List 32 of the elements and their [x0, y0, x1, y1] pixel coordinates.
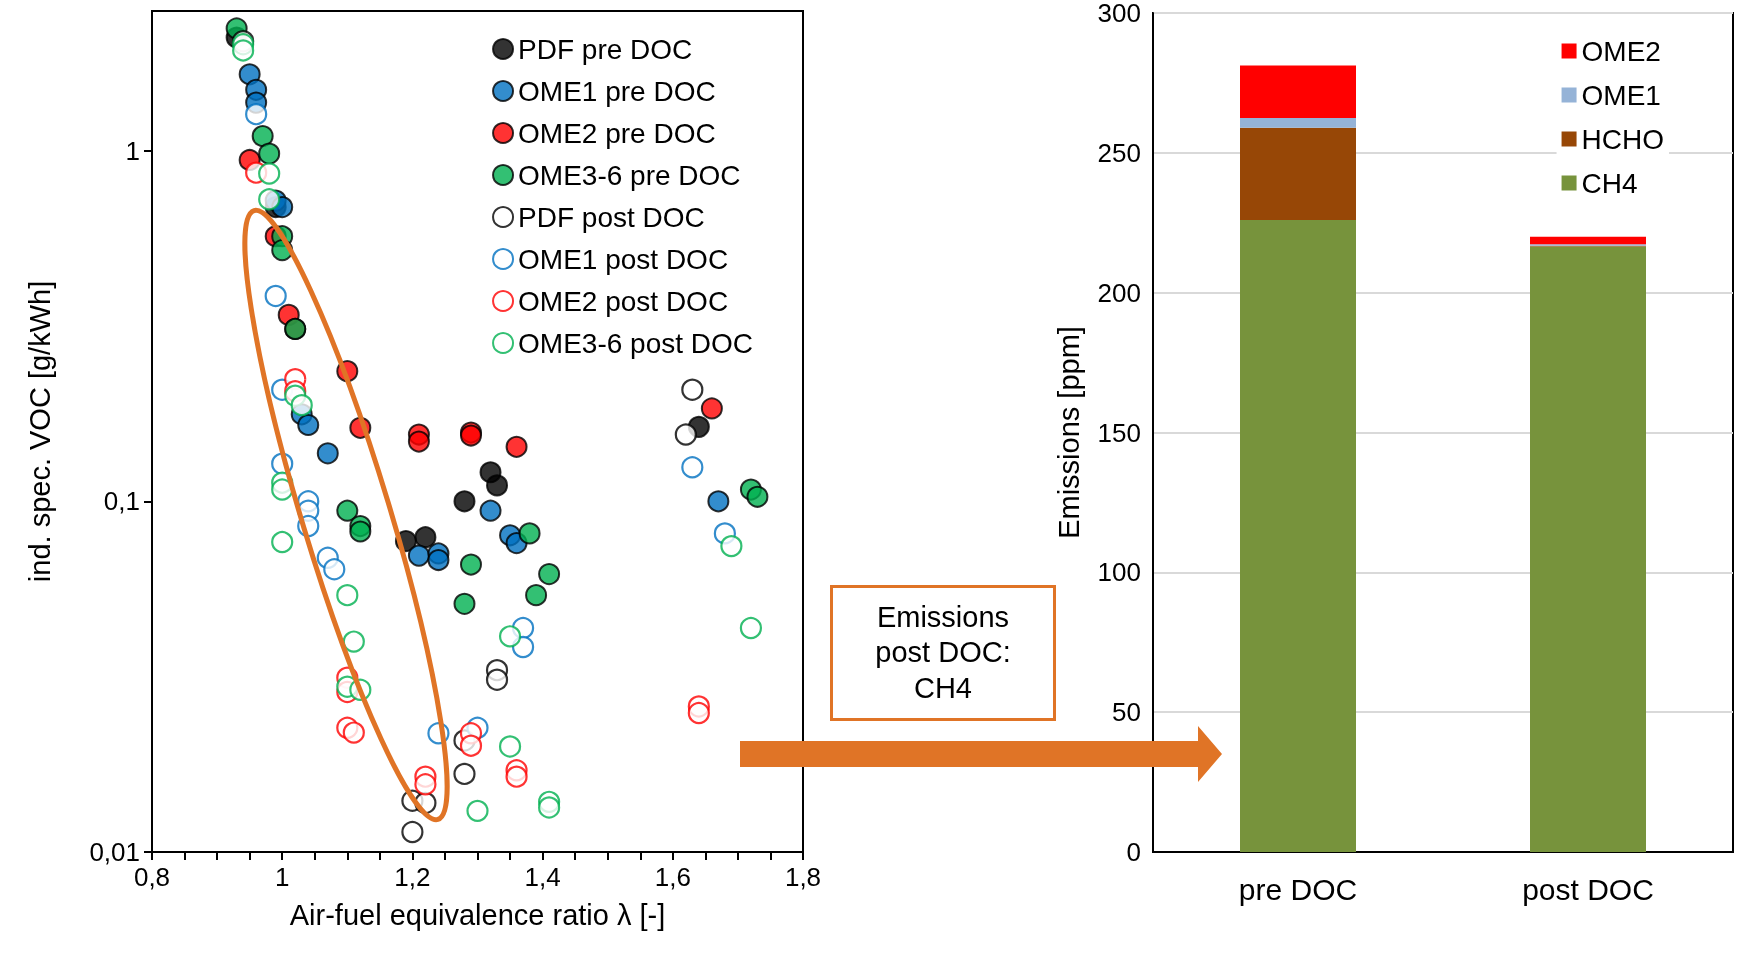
legend-label: OME3-6 pre DOC [518, 159, 741, 191]
x-tick-label: 1,8 [784, 862, 822, 892]
y-tick-label: 300 [1097, 0, 1141, 28]
x-tick-label: post DOC [1522, 872, 1654, 906]
x-tick-label: 1,2 [394, 862, 431, 892]
x-tick-label: 1,4 [524, 862, 561, 892]
y-tick-label: 50 [1112, 697, 1141, 728]
y-tick-label: 1 [125, 135, 140, 166]
y-tick-label: 0,1 [103, 486, 140, 517]
legend-label: HCHO [1581, 123, 1665, 155]
text: Emissions post DOC: CH4 [830, 585, 1056, 721]
y-tick-label: 100 [1097, 557, 1141, 588]
y-tick-label: 200 [1097, 277, 1141, 308]
x-tick-label: 1 [274, 862, 290, 892]
y-tick-label: 150 [1097, 417, 1141, 448]
legend-label: OME1 post DOC [518, 243, 729, 275]
legend-label: OME1 [1581, 79, 1661, 111]
x-tick-label: pre DOC [1238, 872, 1358, 906]
x-tick-label: 1,6 [654, 862, 691, 892]
y-axis-title: Emissions [ppm] [1052, 326, 1085, 539]
legend-label: OME2 pre DOC [518, 117, 716, 149]
legend-label: PDF post DOC [518, 201, 705, 233]
y-axis-title: ind. spec. VOC [g/kWh] [23, 280, 56, 583]
legend-label: OME3-6 post DOC [518, 327, 753, 359]
y-tick-label: 0 [1126, 837, 1141, 867]
legend-label: OME2 [1581, 35, 1661, 67]
legend-label: PDF pre DOC [518, 33, 693, 65]
legend-label: OME2 post DOC [518, 285, 729, 317]
y-tick-label: 250 [1097, 137, 1141, 168]
legend-label: CH4 [1581, 167, 1638, 199]
legend-label: OME1 pre DOC [518, 75, 716, 107]
x-axis-title: Air-fuel equivalence ratio λ [-] [289, 898, 666, 931]
